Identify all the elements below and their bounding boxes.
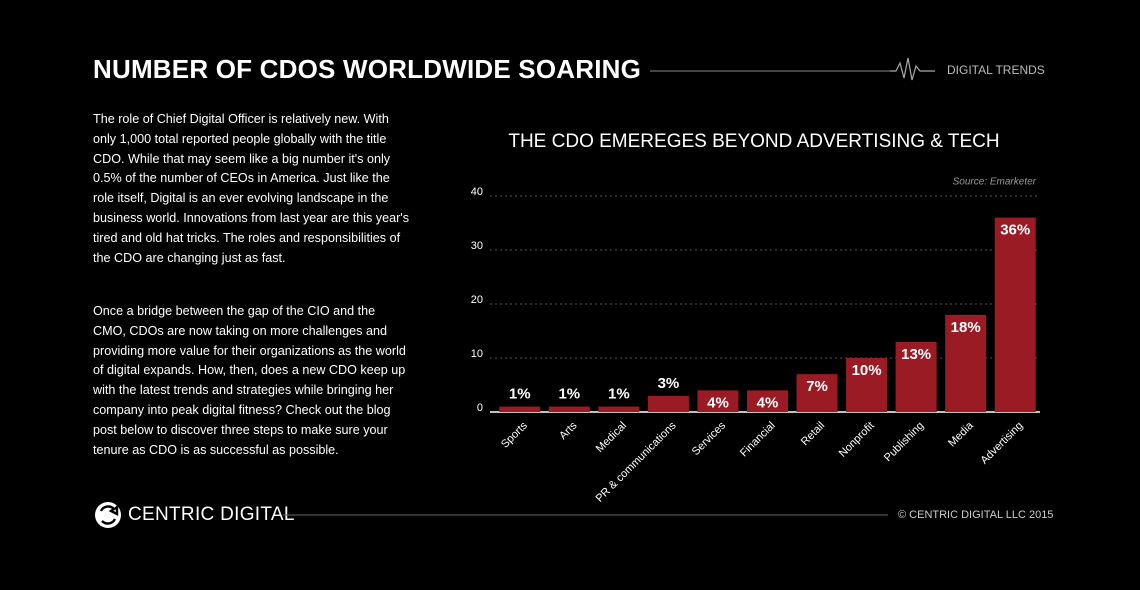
- page-title: NUMBER OF CDOS WORLDWIDE SOARING: [93, 54, 642, 84]
- value-label: 18%: [951, 319, 981, 336]
- x-tick-label: Media: [946, 419, 976, 449]
- x-tick-label: Advertising: [978, 420, 1025, 467]
- bar: [994, 217, 1036, 412]
- value-label: 1%: [558, 386, 580, 403]
- bar: [747, 390, 788, 412]
- copyright: © CENTRIC DIGITAL LLC 2015: [898, 509, 1054, 521]
- y-tick-label: 0: [477, 402, 483, 414]
- chart-source: Source: Emarketer: [953, 177, 1037, 188]
- value-label: 10%: [852, 362, 882, 379]
- value-label: 1%: [608, 386, 630, 403]
- paragraph: The role of Chief Digital Officer is rel…: [93, 112, 409, 265]
- pulse-icon: [890, 57, 935, 81]
- x-tick-label: Nonprofit: [837, 420, 877, 460]
- value-label: 4%: [707, 394, 729, 411]
- bar: [548, 406, 590, 412]
- value-label: 3%: [658, 375, 680, 392]
- value-label: 36%: [1000, 222, 1030, 239]
- chart-title: THE CDO EMEREGES BEYOND ADVERTISING & TE…: [508, 131, 999, 152]
- value-label: 13%: [901, 346, 931, 363]
- x-tick-label: Financial: [738, 420, 778, 460]
- value-label: 4%: [757, 394, 779, 411]
- x-tick-label: Publishing: [882, 420, 926, 464]
- x-tick-label: PR & communications: [594, 419, 679, 504]
- y-tick-label: 10: [471, 348, 483, 360]
- bar: [499, 406, 541, 412]
- bar: [598, 406, 640, 412]
- x-tick-label: Services: [690, 419, 729, 458]
- section-tag: DIGITAL TRENDS: [947, 63, 1045, 77]
- bar: [846, 358, 888, 412]
- bar: [647, 395, 689, 412]
- y-tick-label: 20: [471, 294, 483, 306]
- bar: [895, 341, 937, 412]
- value-label: 7%: [806, 378, 828, 395]
- x-tick-label: Retail: [799, 420, 827, 448]
- bar: [697, 390, 739, 412]
- brand-logo: [95, 502, 121, 528]
- bar: [796, 374, 838, 412]
- value-label: 1%: [509, 386, 531, 403]
- x-tick-label: Medical: [594, 420, 629, 455]
- brand-name: CENTRIC DIGITAL: [128, 504, 295, 525]
- y-tick-label: 40: [471, 186, 483, 198]
- x-tick-label: Sports: [499, 419, 530, 450]
- x-tick-label: Arts: [557, 419, 580, 442]
- y-tick-label: 30: [471, 240, 483, 252]
- bar: [945, 314, 987, 412]
- paragraph: Once a bridge between the gap of the CIO…: [93, 304, 406, 457]
